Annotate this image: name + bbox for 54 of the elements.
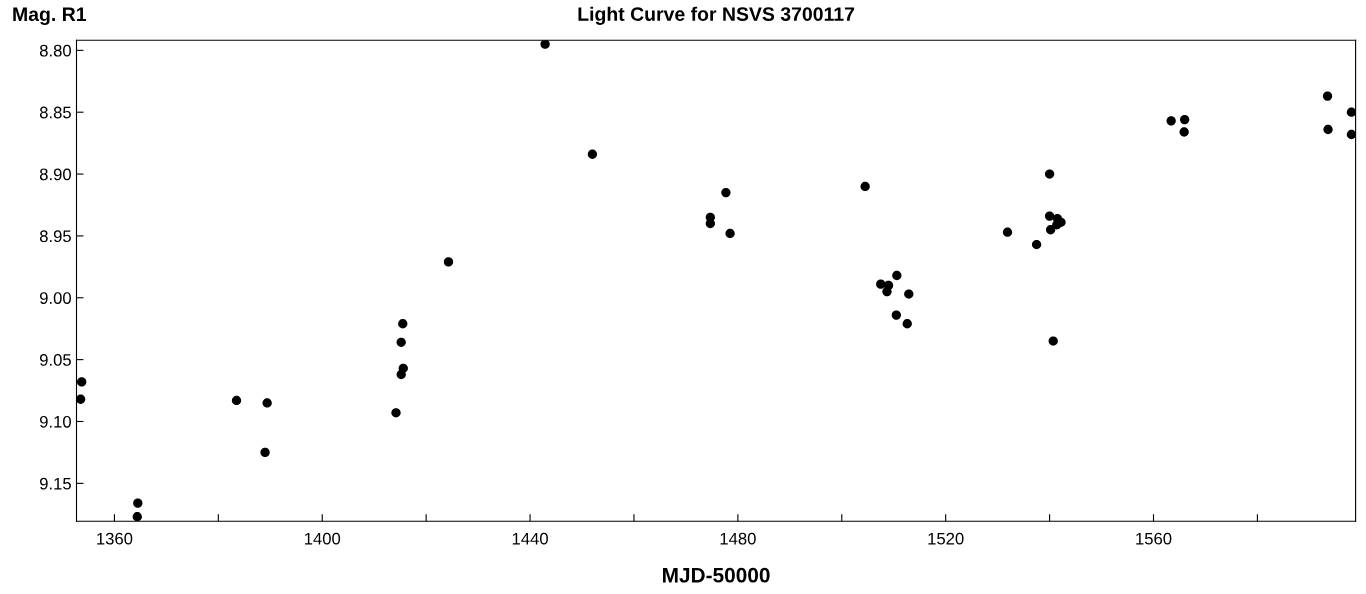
point (443, 257, 454, 267)
point (1179, 127, 1189, 137)
point (587, 149, 598, 159)
point (902, 319, 912, 329)
y-tick-label: 8.80 (39, 44, 71, 57)
x-tick-label: 1440 (512, 532, 548, 545)
point (1002, 227, 1013, 237)
x-tick-label: 1360 (97, 532, 133, 545)
y-axis-title: Mag. R1 (13, 7, 87, 26)
chart-title: Light Curve for NSVS 3700117 (578, 6, 855, 25)
point (262, 398, 272, 408)
x-tick-label: 1520 (928, 532, 964, 545)
point (540, 40, 550, 49)
x-axis-title: MJD-50000 (663, 567, 770, 583)
point (876, 279, 886, 289)
point (1323, 124, 1333, 135)
x-tick-label: 1560 (1136, 532, 1172, 545)
point (892, 270, 902, 281)
y-tick-label: 9.15 (39, 477, 71, 490)
point (1166, 116, 1176, 126)
point (1346, 129, 1356, 140)
point (1048, 336, 1058, 346)
y-tick-label: 8.90 (39, 168, 71, 181)
point (1180, 114, 1190, 125)
point (725, 228, 735, 239)
y-tick-label: 8.95 (39, 230, 71, 243)
y-tick-label: 8.85 (39, 106, 71, 119)
point (391, 408, 401, 418)
point (1031, 239, 1042, 250)
point (1052, 220, 1062, 230)
point (76, 394, 86, 404)
x-tick-label: 1400 (304, 532, 341, 545)
point (260, 447, 270, 458)
point (1322, 91, 1333, 101)
point (860, 181, 870, 192)
point (398, 319, 408, 329)
point (231, 395, 242, 406)
point (904, 289, 914, 299)
point (132, 512, 142, 522)
point (77, 377, 87, 387)
point (1044, 211, 1055, 221)
point (1044, 169, 1055, 179)
point (1346, 107, 1356, 117)
y-tick-label: 9.05 (39, 354, 71, 366)
y-tick-label: 9.00 (39, 292, 71, 304)
y-tick-label: 9.10 (39, 415, 71, 428)
point (891, 310, 901, 320)
point (721, 187, 731, 198)
point (396, 369, 406, 380)
point (1045, 225, 1056, 235)
x-tick-label: 1480 (720, 532, 756, 545)
point (396, 337, 406, 347)
point (882, 286, 892, 297)
point (133, 498, 143, 508)
